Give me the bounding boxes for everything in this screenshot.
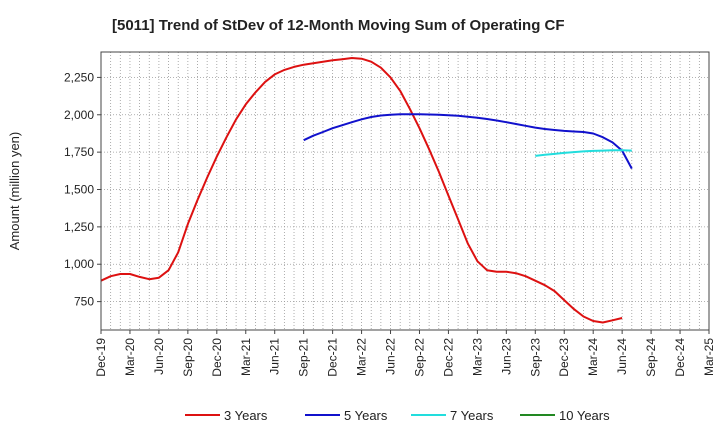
- y-tick-label: 750: [74, 295, 94, 309]
- x-tick-label: Dec-22: [441, 338, 455, 377]
- x-tick-label: Mar-20: [123, 338, 137, 376]
- y-tick-label: 1,500: [64, 183, 94, 197]
- x-tick-label: Dec-23: [557, 338, 571, 377]
- x-tick-label: Mar-24: [586, 338, 600, 376]
- y-tick-label: 1,000: [64, 257, 94, 271]
- x-tick-label: Mar-23: [470, 338, 484, 376]
- x-tick-label: Jun-21: [268, 338, 282, 375]
- x-tick-label: Jun-20: [152, 338, 166, 375]
- series-layer: [100, 57, 633, 324]
- x-tick-label: Mar-21: [239, 338, 253, 376]
- series-line-5-years: [303, 113, 633, 170]
- x-tick-label: Jun-22: [384, 338, 398, 375]
- x-tick-label: Mar-22: [355, 338, 369, 376]
- x-tick-label: Dec-21: [326, 338, 340, 377]
- series-line-3-years: [100, 57, 623, 324]
- x-tick-label: Sep-21: [297, 338, 311, 377]
- x-tick-label: Sep-20: [181, 338, 195, 377]
- y-tick-label: 2,250: [64, 70, 94, 84]
- legend-label: 7 Years: [450, 408, 494, 423]
- legend-label: 3 Years: [224, 408, 268, 423]
- y-tick-label: 1,250: [64, 220, 94, 234]
- x-tick-label: Dec-20: [210, 338, 224, 377]
- series-line-7-years: [535, 149, 632, 157]
- chart-title: [5011] Trend of StDev of 12-Month Moving…: [112, 17, 565, 34]
- legend-label: 10 Years: [559, 408, 610, 423]
- grid: [100, 52, 710, 330]
- x-tick-label: Dec-24: [673, 338, 687, 377]
- y-axis: 750 1,000 1,250 1,500 1,750 2,000 2,250: [64, 70, 101, 309]
- x-tick-label: Jun-24: [615, 338, 629, 375]
- x-tick-label: Jun-23: [499, 338, 513, 375]
- x-tick-label: Sep-24: [644, 338, 658, 377]
- legend-label: 5 Years: [344, 408, 388, 423]
- x-tick-label: Dec-19: [94, 338, 108, 377]
- plot-frame: [100, 51, 710, 331]
- x-axis: Dec-19 Mar-20 Jun-20 Sep-20 Dec-20 Mar-21 Jun-…: [94, 330, 716, 377]
- y-tick-label: 1,750: [64, 145, 94, 159]
- x-tick-label: Sep-22: [412, 338, 426, 377]
- x-tick-label: Sep-23: [528, 338, 542, 377]
- legend: 3 Years 5 Years 7 Years 10 Years: [185, 408, 610, 423]
- y-axis-label: Amount (million yen): [7, 132, 22, 251]
- x-tick-label: Mar-25: [702, 338, 716, 376]
- y-tick-label: 2,000: [64, 108, 94, 122]
